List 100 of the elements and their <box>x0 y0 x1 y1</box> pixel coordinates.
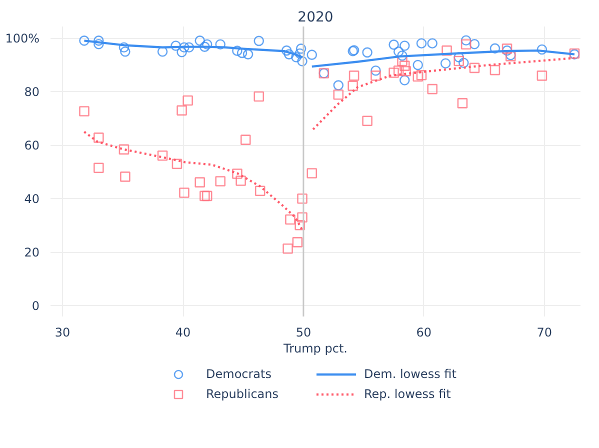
x-tick-label: 70 <box>536 326 552 340</box>
point <box>416 38 427 48</box>
point <box>297 193 308 204</box>
point <box>176 105 187 116</box>
point <box>427 84 438 94</box>
point <box>454 52 464 62</box>
point <box>170 40 181 51</box>
point <box>296 44 306 54</box>
point <box>292 237 303 248</box>
point <box>536 44 548 55</box>
point <box>388 40 399 50</box>
legend-label: Dem. lowess fit <box>364 367 458 381</box>
point <box>118 144 130 155</box>
point <box>348 70 360 81</box>
point <box>118 42 130 52</box>
point <box>457 98 468 108</box>
point <box>179 188 190 198</box>
point <box>294 48 305 59</box>
point <box>232 168 242 179</box>
point <box>240 134 251 145</box>
point <box>94 162 104 174</box>
y-tick-label: 100% <box>5 32 40 46</box>
point <box>412 60 424 70</box>
point <box>179 42 190 52</box>
point <box>202 39 212 50</box>
point <box>194 36 206 46</box>
point <box>200 190 210 202</box>
point <box>427 38 438 48</box>
point <box>157 150 168 161</box>
point <box>399 75 410 86</box>
legend-label: Rep. lowess fit <box>364 387 452 401</box>
point <box>242 49 254 60</box>
point <box>120 46 130 57</box>
point <box>460 35 472 46</box>
point <box>333 90 344 100</box>
x-axis-title: Trump pct. <box>282 342 348 356</box>
point <box>362 47 372 58</box>
point <box>490 43 500 54</box>
point <box>120 172 130 182</box>
point <box>393 46 404 57</box>
legend-label: Democrats <box>206 367 272 381</box>
point <box>94 36 104 46</box>
point <box>306 168 318 178</box>
y-tick-label: 80 <box>24 84 40 99</box>
point <box>215 39 226 50</box>
y-tick-label: 0 <box>32 298 40 313</box>
point <box>236 48 248 58</box>
point <box>294 220 305 230</box>
point <box>297 56 308 66</box>
point <box>232 46 242 56</box>
point <box>291 52 302 62</box>
point <box>94 39 104 50</box>
point <box>458 58 469 68</box>
point <box>416 70 427 80</box>
point <box>254 186 266 196</box>
x-tick-label: 50 <box>296 326 312 340</box>
point <box>236 176 246 186</box>
x-tick-label: 30 <box>54 326 70 340</box>
point <box>399 40 410 51</box>
point <box>397 50 408 61</box>
y-tick-label: 40 <box>24 192 40 206</box>
point <box>469 39 480 50</box>
point <box>284 49 294 60</box>
point <box>400 66 411 76</box>
x-tick-label: 40 <box>175 326 191 340</box>
point <box>215 176 226 186</box>
point <box>348 80 358 91</box>
point <box>176 47 187 58</box>
point <box>370 65 381 76</box>
point <box>440 58 451 69</box>
point <box>79 106 90 116</box>
point <box>469 62 480 74</box>
point <box>285 214 296 225</box>
y-tick-label: 60 <box>24 138 40 152</box>
point <box>200 42 210 52</box>
point <box>94 132 104 143</box>
point <box>393 65 404 76</box>
point <box>282 243 293 254</box>
point <box>399 60 410 71</box>
point <box>79 36 90 46</box>
point <box>536 70 548 81</box>
point <box>442 45 452 56</box>
point <box>172 158 182 170</box>
point <box>297 212 308 222</box>
point <box>454 56 464 66</box>
point <box>254 36 264 46</box>
point <box>460 39 472 50</box>
point <box>281 45 292 56</box>
point <box>254 91 264 102</box>
y-tick-label: 20 <box>24 245 40 260</box>
point <box>388 68 399 78</box>
point <box>370 70 381 81</box>
point <box>184 42 194 52</box>
point <box>362 116 372 126</box>
point <box>490 64 500 76</box>
point <box>306 50 318 60</box>
legend-label: Republicans <box>206 387 280 401</box>
point <box>333 80 344 90</box>
x-tick-label: 60 <box>416 326 432 340</box>
point <box>412 71 424 82</box>
